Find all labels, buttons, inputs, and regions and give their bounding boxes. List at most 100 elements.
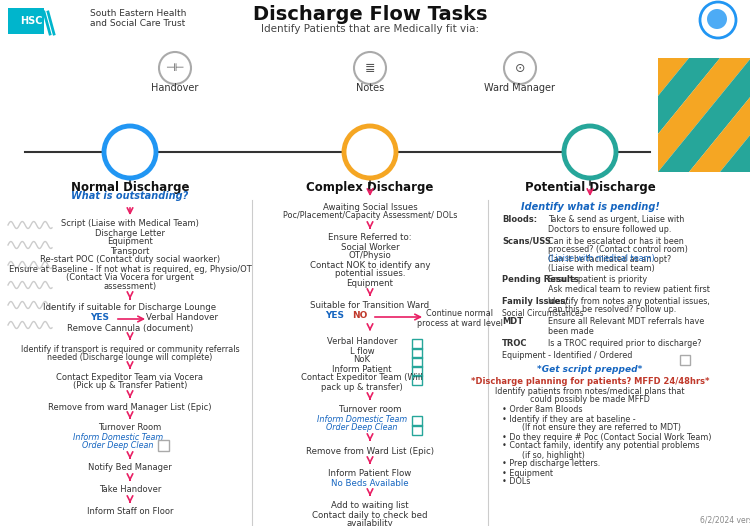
Text: Family Issues/: Family Issues/: [502, 297, 568, 306]
Text: Potential Discharge: Potential Discharge: [525, 180, 656, 194]
Text: ⊣⊢: ⊣⊢: [165, 63, 184, 73]
Text: Can it be escalated or has it been: Can it be escalated or has it been: [548, 237, 684, 246]
Polygon shape: [689, 134, 720, 172]
Text: NoK: NoK: [353, 356, 370, 365]
Text: YES: YES: [91, 313, 110, 322]
Text: Verbal Handover: Verbal Handover: [327, 338, 398, 347]
Text: L flow: L flow: [350, 347, 374, 356]
Text: Is a TROC required prior to discharge?: Is a TROC required prior to discharge?: [548, 339, 701, 348]
Text: been made: been made: [548, 327, 594, 336]
Bar: [680, 355, 690, 365]
Text: Identify Patients that are Medically fit via:: Identify Patients that are Medically fit…: [261, 24, 479, 34]
Polygon shape: [720, 96, 750, 134]
Text: Complex Discharge: Complex Discharge: [306, 180, 434, 194]
Text: Turnover Room: Turnover Room: [98, 423, 162, 432]
Text: process at ward level: process at ward level: [417, 319, 503, 328]
Circle shape: [354, 52, 386, 84]
Text: Ensure all Relevant MDT referrals have: Ensure all Relevant MDT referrals have: [548, 318, 704, 327]
Text: Take & send as urgent, Liaise with: Take & send as urgent, Liaise with: [548, 216, 684, 225]
Bar: [412, 375, 422, 385]
Polygon shape: [658, 96, 689, 134]
Text: Identify if suitable for Discharge Lounge: Identify if suitable for Discharge Loung…: [44, 304, 217, 312]
Text: Identify if transport is required or community referrals: Identify if transport is required or com…: [21, 345, 239, 353]
Text: Doctors to ensure followed up.: Doctors to ensure followed up.: [548, 225, 671, 234]
Text: Remove from ward Manager List (Epic): Remove from ward Manager List (Epic): [48, 402, 211, 411]
Polygon shape: [689, 96, 720, 134]
Text: Notify Bed Manager: Notify Bed Manager: [88, 463, 172, 472]
Text: MDT: MDT: [502, 318, 524, 327]
Text: Order Deep Clean: Order Deep Clean: [326, 423, 398, 432]
Text: Discharge Letter: Discharge Letter: [95, 228, 165, 238]
Text: Bloods:: Bloods:: [502, 216, 537, 225]
Text: Contact daily to check bed: Contact daily to check bed: [312, 511, 428, 520]
Text: • Prep discharge letters.: • Prep discharge letters.: [502, 460, 600, 469]
Text: Ask medical team to review patient first: Ask medical team to review patient first: [548, 285, 710, 294]
Text: What is outstanding?: What is outstanding?: [71, 191, 189, 201]
Bar: [412, 425, 422, 435]
Text: Continue normal: Continue normal: [427, 309, 494, 318]
Text: (Liaise with medical team): (Liaise with medical team): [548, 264, 655, 272]
Polygon shape: [658, 58, 689, 96]
Polygon shape: [689, 58, 720, 96]
Text: • Identify if they are at baseline -: • Identify if they are at baseline -: [502, 414, 635, 423]
Text: Order Deep Clean: Order Deep Clean: [82, 440, 154, 450]
Text: • DOLs: • DOLs: [502, 478, 530, 487]
Text: processed? (Contact control room): processed? (Contact control room): [548, 246, 688, 255]
Polygon shape: [720, 96, 750, 134]
Text: Scans/USS: Scans/USS: [502, 237, 550, 246]
Text: Inform Domestic Team: Inform Domestic Team: [317, 414, 407, 423]
Circle shape: [344, 126, 396, 178]
Text: Verbal Handover: Verbal Handover: [146, 313, 218, 322]
Text: Equipment: Equipment: [346, 278, 394, 288]
Text: Ensure at Baseline - If not what is required, eg, Physio/OT: Ensure at Baseline - If not what is requ…: [9, 265, 251, 274]
Circle shape: [159, 52, 191, 84]
Text: Remove Cannula (document): Remove Cannula (document): [67, 323, 194, 332]
Text: pack up & transfer): pack up & transfer): [321, 382, 403, 391]
Text: • Equipment: • Equipment: [502, 469, 553, 478]
Text: (if so, highlight): (if so, highlight): [517, 450, 585, 460]
Polygon shape: [658, 58, 689, 96]
Text: Equipment: Equipment: [107, 238, 153, 247]
Polygon shape: [689, 58, 720, 96]
Text: Social Circumstances: Social Circumstances: [502, 309, 584, 318]
Text: Contact Expeditor Team (Will: Contact Expeditor Team (Will: [302, 373, 423, 382]
Text: Add to waiting list: Add to waiting list: [332, 501, 409, 511]
Text: HSC: HSC: [20, 16, 43, 26]
Text: Remove from Ward List (Epic): Remove from Ward List (Epic): [306, 447, 434, 456]
Polygon shape: [720, 58, 750, 96]
Polygon shape: [720, 134, 750, 172]
Text: OT/Physio: OT/Physio: [349, 251, 392, 260]
Text: Turnover room: Turnover room: [339, 406, 401, 414]
Text: *Get script prepped*: *Get script prepped*: [537, 366, 643, 375]
Text: • Do they require # Poc (Contact Social Work Team): • Do they require # Poc (Contact Social …: [502, 432, 712, 441]
Text: No Beds Available: No Beds Available: [332, 479, 409, 488]
Bar: [412, 366, 422, 376]
Text: can this be resolved? Follow up.: can this be resolved? Follow up.: [548, 306, 676, 315]
Text: and Social Care Trust: and Social Care Trust: [90, 19, 185, 28]
Text: Ensure patient is priority: Ensure patient is priority: [548, 276, 647, 285]
Text: Pending Results: Pending Results: [502, 276, 579, 285]
Bar: [412, 339, 422, 349]
Text: Re-start POC (Contact duty social waorker): Re-start POC (Contact duty social waorke…: [40, 256, 220, 265]
Polygon shape: [658, 134, 689, 172]
Text: Inform Staff on Floor: Inform Staff on Floor: [87, 508, 173, 517]
Text: Contact Expeditor Team via Vocera: Contact Expeditor Team via Vocera: [56, 373, 203, 382]
Bar: [412, 416, 422, 426]
FancyBboxPatch shape: [8, 8, 44, 34]
Text: availability: availability: [346, 520, 393, 526]
Text: potential issues.: potential issues.: [334, 269, 405, 278]
Polygon shape: [658, 96, 689, 134]
Circle shape: [104, 126, 156, 178]
Text: South Eastern Health: South Eastern Health: [90, 9, 186, 18]
Text: Inform Patient Flow: Inform Patient Flow: [328, 470, 412, 479]
Text: Suitable for Transition Ward: Suitable for Transition Ward: [310, 300, 430, 309]
Text: (If not ensure they are referred to MDT): (If not ensure they are referred to MDT): [517, 423, 681, 432]
Text: 6/2/2024 version 2: 6/2/2024 version 2: [700, 515, 750, 524]
Text: Normal Discharge: Normal Discharge: [70, 180, 189, 194]
Text: Awaiting Social Issues: Awaiting Social Issues: [322, 203, 417, 211]
Text: Inform Patient: Inform Patient: [332, 365, 392, 373]
Text: Ward Manager: Ward Manager: [484, 83, 556, 93]
Text: ≣: ≣: [364, 62, 375, 75]
Text: YES: YES: [326, 311, 344, 320]
Text: (Contact Via Vocera for urgent: (Contact Via Vocera for urgent: [66, 274, 194, 282]
